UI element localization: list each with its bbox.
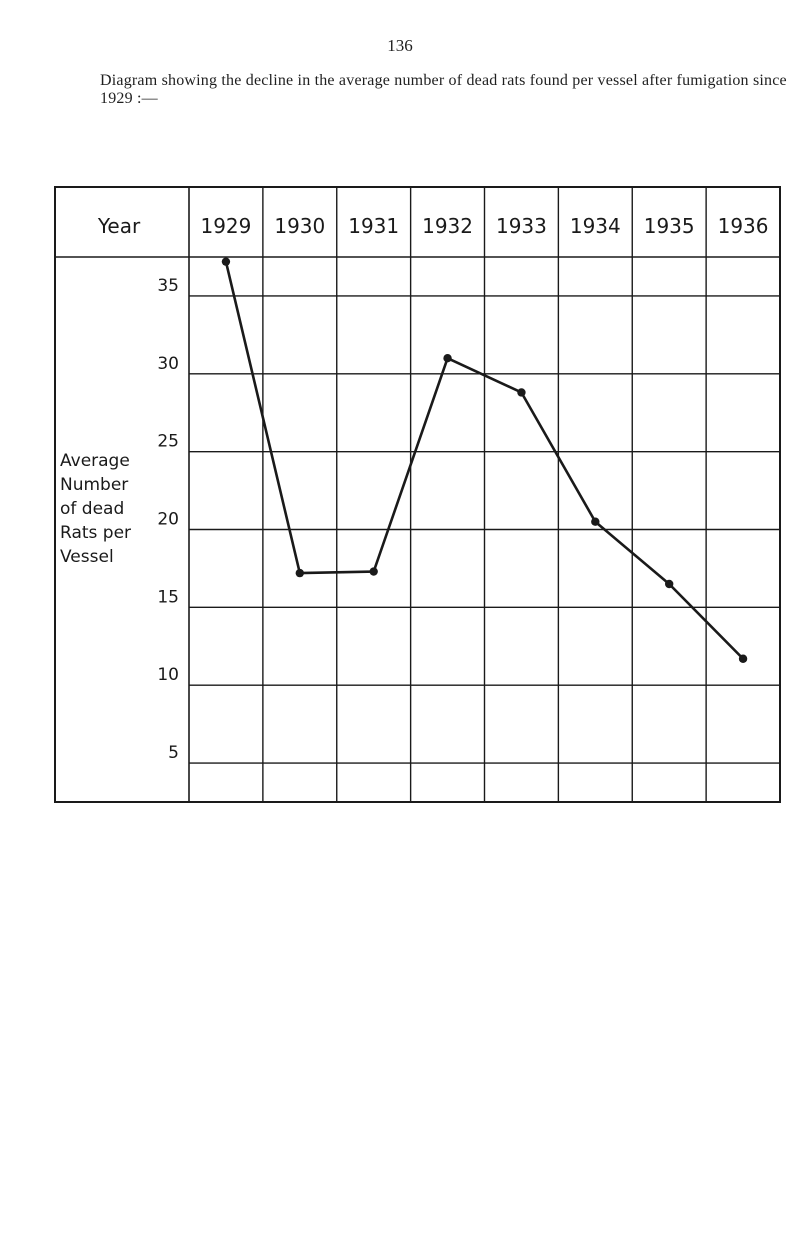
chart-frame <box>54 186 781 803</box>
chart-labels: 35 30 25 20 15 10 5 Year 1929 1930 1931 1932 1933 193… <box>60 214 769 763</box>
y-axis-label-line: Average <box>60 451 130 471</box>
y-tick-label: 5 <box>168 743 179 763</box>
data-point <box>517 388 526 397</box>
y-axis-label-line: of dead <box>60 499 124 519</box>
y-tick-label: 35 <box>157 276 179 296</box>
x-category-label: 1933 <box>496 214 547 238</box>
year-header-label: Year <box>97 214 141 238</box>
chart-grid <box>54 186 781 803</box>
x-category-label: 1931 <box>348 214 399 238</box>
x-category-label: 1929 <box>200 214 251 238</box>
y-axis-label-line: Rats per <box>60 523 131 543</box>
x-category-label: 1935 <box>644 214 695 238</box>
y-axis-label-line: Number <box>60 475 128 495</box>
data-point <box>443 354 452 363</box>
series-line <box>224 261 744 660</box>
data-point <box>664 579 674 589</box>
x-category-label: 1930 <box>274 214 325 238</box>
x-category-label: 1934 <box>570 214 621 238</box>
y-tick-label: 30 <box>157 354 179 374</box>
x-category-label: 1932 <box>422 214 473 238</box>
data-point <box>591 517 600 526</box>
x-category-label: 1936 <box>718 214 769 238</box>
page-number: 136 <box>387 36 413 55</box>
y-axis-label-line: Vessel <box>60 547 114 567</box>
data-point <box>221 257 231 266</box>
data-points <box>221 257 748 663</box>
data-point <box>295 568 305 578</box>
data-line <box>224 261 744 660</box>
y-tick-label: 25 <box>157 432 179 452</box>
data-point <box>738 654 748 663</box>
data-point <box>369 567 378 576</box>
y-tick-label: 15 <box>157 587 179 607</box>
chart-caption: Diagram showing the decline in the avera… <box>100 72 787 107</box>
y-tick-label: 20 <box>157 510 179 530</box>
y-tick-label: 10 <box>157 665 179 685</box>
